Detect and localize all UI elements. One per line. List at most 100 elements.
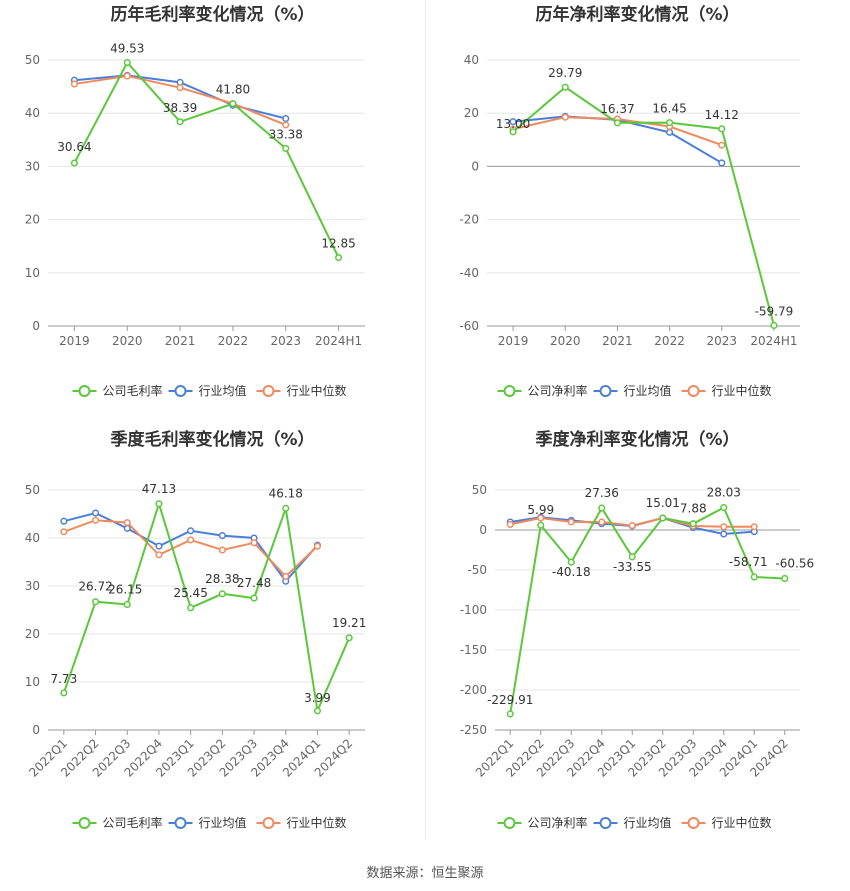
point-industry_median xyxy=(218,546,226,554)
point-company xyxy=(628,553,636,561)
annual-net-margin-chart: 历年净利率变化情况（%） -60 -40 -20 0 20 40 2019 2020 2021 20… xyxy=(459,4,800,398)
point-company xyxy=(506,710,514,718)
legend-marker xyxy=(262,385,275,397)
y-tick-label: 40 xyxy=(25,106,40,120)
point-company xyxy=(70,159,78,167)
data-label: 7.88 xyxy=(680,502,707,516)
y-tick-label: -200 xyxy=(460,683,487,697)
point-company xyxy=(781,574,789,582)
point-industry_median xyxy=(313,542,322,550)
point-company xyxy=(176,118,184,126)
y-tick-label: 10 xyxy=(25,675,40,689)
point-company xyxy=(155,500,163,508)
point-company xyxy=(689,520,697,528)
y-tick-label: -100 xyxy=(460,603,487,617)
point-industry_avg xyxy=(187,527,195,535)
data-label: 14.12 xyxy=(705,108,739,122)
point-company xyxy=(567,558,575,566)
legend-label: 行业均值 xyxy=(624,383,672,398)
y-tick-label: -20 xyxy=(459,213,479,227)
point-industry_median xyxy=(718,141,726,149)
legend-marker xyxy=(174,817,187,829)
y-tick-label: 50 xyxy=(25,53,40,67)
legend-marker xyxy=(262,817,275,829)
point-industry_median xyxy=(506,520,514,528)
y-tick-label: 50 xyxy=(25,483,40,497)
point-company xyxy=(598,504,606,512)
point-industry_avg xyxy=(60,517,68,525)
legend-marker xyxy=(687,385,700,397)
point-industry_median xyxy=(282,121,290,129)
x-tick-label: 2022 xyxy=(218,334,249,348)
data-label: 38.39 xyxy=(163,101,197,115)
point-company xyxy=(720,504,728,512)
data-label: 33.38 xyxy=(269,127,303,141)
data-label: -58.71 xyxy=(729,555,768,569)
point-company xyxy=(187,604,195,612)
data-label: 16.37 xyxy=(600,102,634,116)
point-company xyxy=(123,58,131,67)
series-line-company xyxy=(509,506,785,715)
x-tick-label: 2024H1 xyxy=(750,334,797,348)
data-label: -40.18 xyxy=(552,565,591,579)
data-label: 28.03 xyxy=(707,486,741,500)
legend-label: 行业均值 xyxy=(199,383,247,398)
point-industry_avg xyxy=(282,114,290,123)
x-tick-label: 2021 xyxy=(602,334,633,348)
data-label: 13.00 xyxy=(496,117,530,131)
data-label: 46.18 xyxy=(269,486,303,500)
point-company xyxy=(313,707,322,715)
x-tick-label: 2019 xyxy=(498,334,529,348)
point-industry_median xyxy=(750,523,758,531)
point-company xyxy=(659,514,667,522)
series-line-company xyxy=(73,60,340,259)
y-tick-label: 40 xyxy=(464,53,479,67)
point-industry_avg xyxy=(123,524,131,532)
chart-title: 季度毛利率变化情况（%） xyxy=(110,429,314,450)
point-company xyxy=(282,504,290,512)
chart-title: 历年毛利率变化情况（%） xyxy=(110,4,314,25)
y-tick-label: 30 xyxy=(25,579,40,593)
point-industry_median xyxy=(720,523,728,531)
y-tick-label: 30 xyxy=(25,159,40,173)
chart-title: 季度净利率变化情况（%） xyxy=(535,429,739,450)
y-tick-label: 0 xyxy=(471,159,479,173)
legend-label: 公司净利率 xyxy=(528,383,588,398)
x-tick-label: 2021 xyxy=(165,334,196,348)
legend-marker xyxy=(599,385,612,397)
legend-marker xyxy=(78,385,91,397)
point-company xyxy=(282,144,290,152)
data-label: 29.79 xyxy=(548,66,582,80)
data-label: 27.48 xyxy=(237,576,271,590)
data-label: 26.15 xyxy=(108,582,142,596)
point-industry_avg xyxy=(666,128,674,136)
data-label: -60.56 xyxy=(775,556,814,570)
point-company xyxy=(60,689,68,697)
y-tick-label: 20 xyxy=(25,213,40,227)
point-company xyxy=(123,600,131,609)
point-industry_avg xyxy=(218,532,226,540)
data-label: 28.38 xyxy=(205,572,239,586)
y-tick-label: 20 xyxy=(25,627,40,641)
point-industry_median xyxy=(176,84,184,92)
y-tick-label: 50 xyxy=(472,483,487,497)
point-industry_avg xyxy=(92,509,100,517)
x-tick-label: 2020 xyxy=(550,334,581,348)
point-industry_median xyxy=(561,113,569,121)
point-industry_median xyxy=(123,519,131,527)
data-label: -33.55 xyxy=(613,560,652,574)
point-industry_median xyxy=(628,522,636,530)
data-label: -59.79 xyxy=(755,304,794,318)
data-label: 41.80 xyxy=(216,83,250,97)
point-company xyxy=(345,634,353,642)
data-label: 49.53 xyxy=(110,42,144,56)
point-industry_median xyxy=(598,518,606,526)
point-company xyxy=(250,594,258,602)
data-label: 30.64 xyxy=(57,140,91,154)
chart-title: 历年净利率变化情况（%） xyxy=(535,4,739,25)
point-company xyxy=(561,83,569,91)
point-company xyxy=(229,100,237,108)
column-divider xyxy=(425,0,426,840)
point-company xyxy=(218,590,226,598)
